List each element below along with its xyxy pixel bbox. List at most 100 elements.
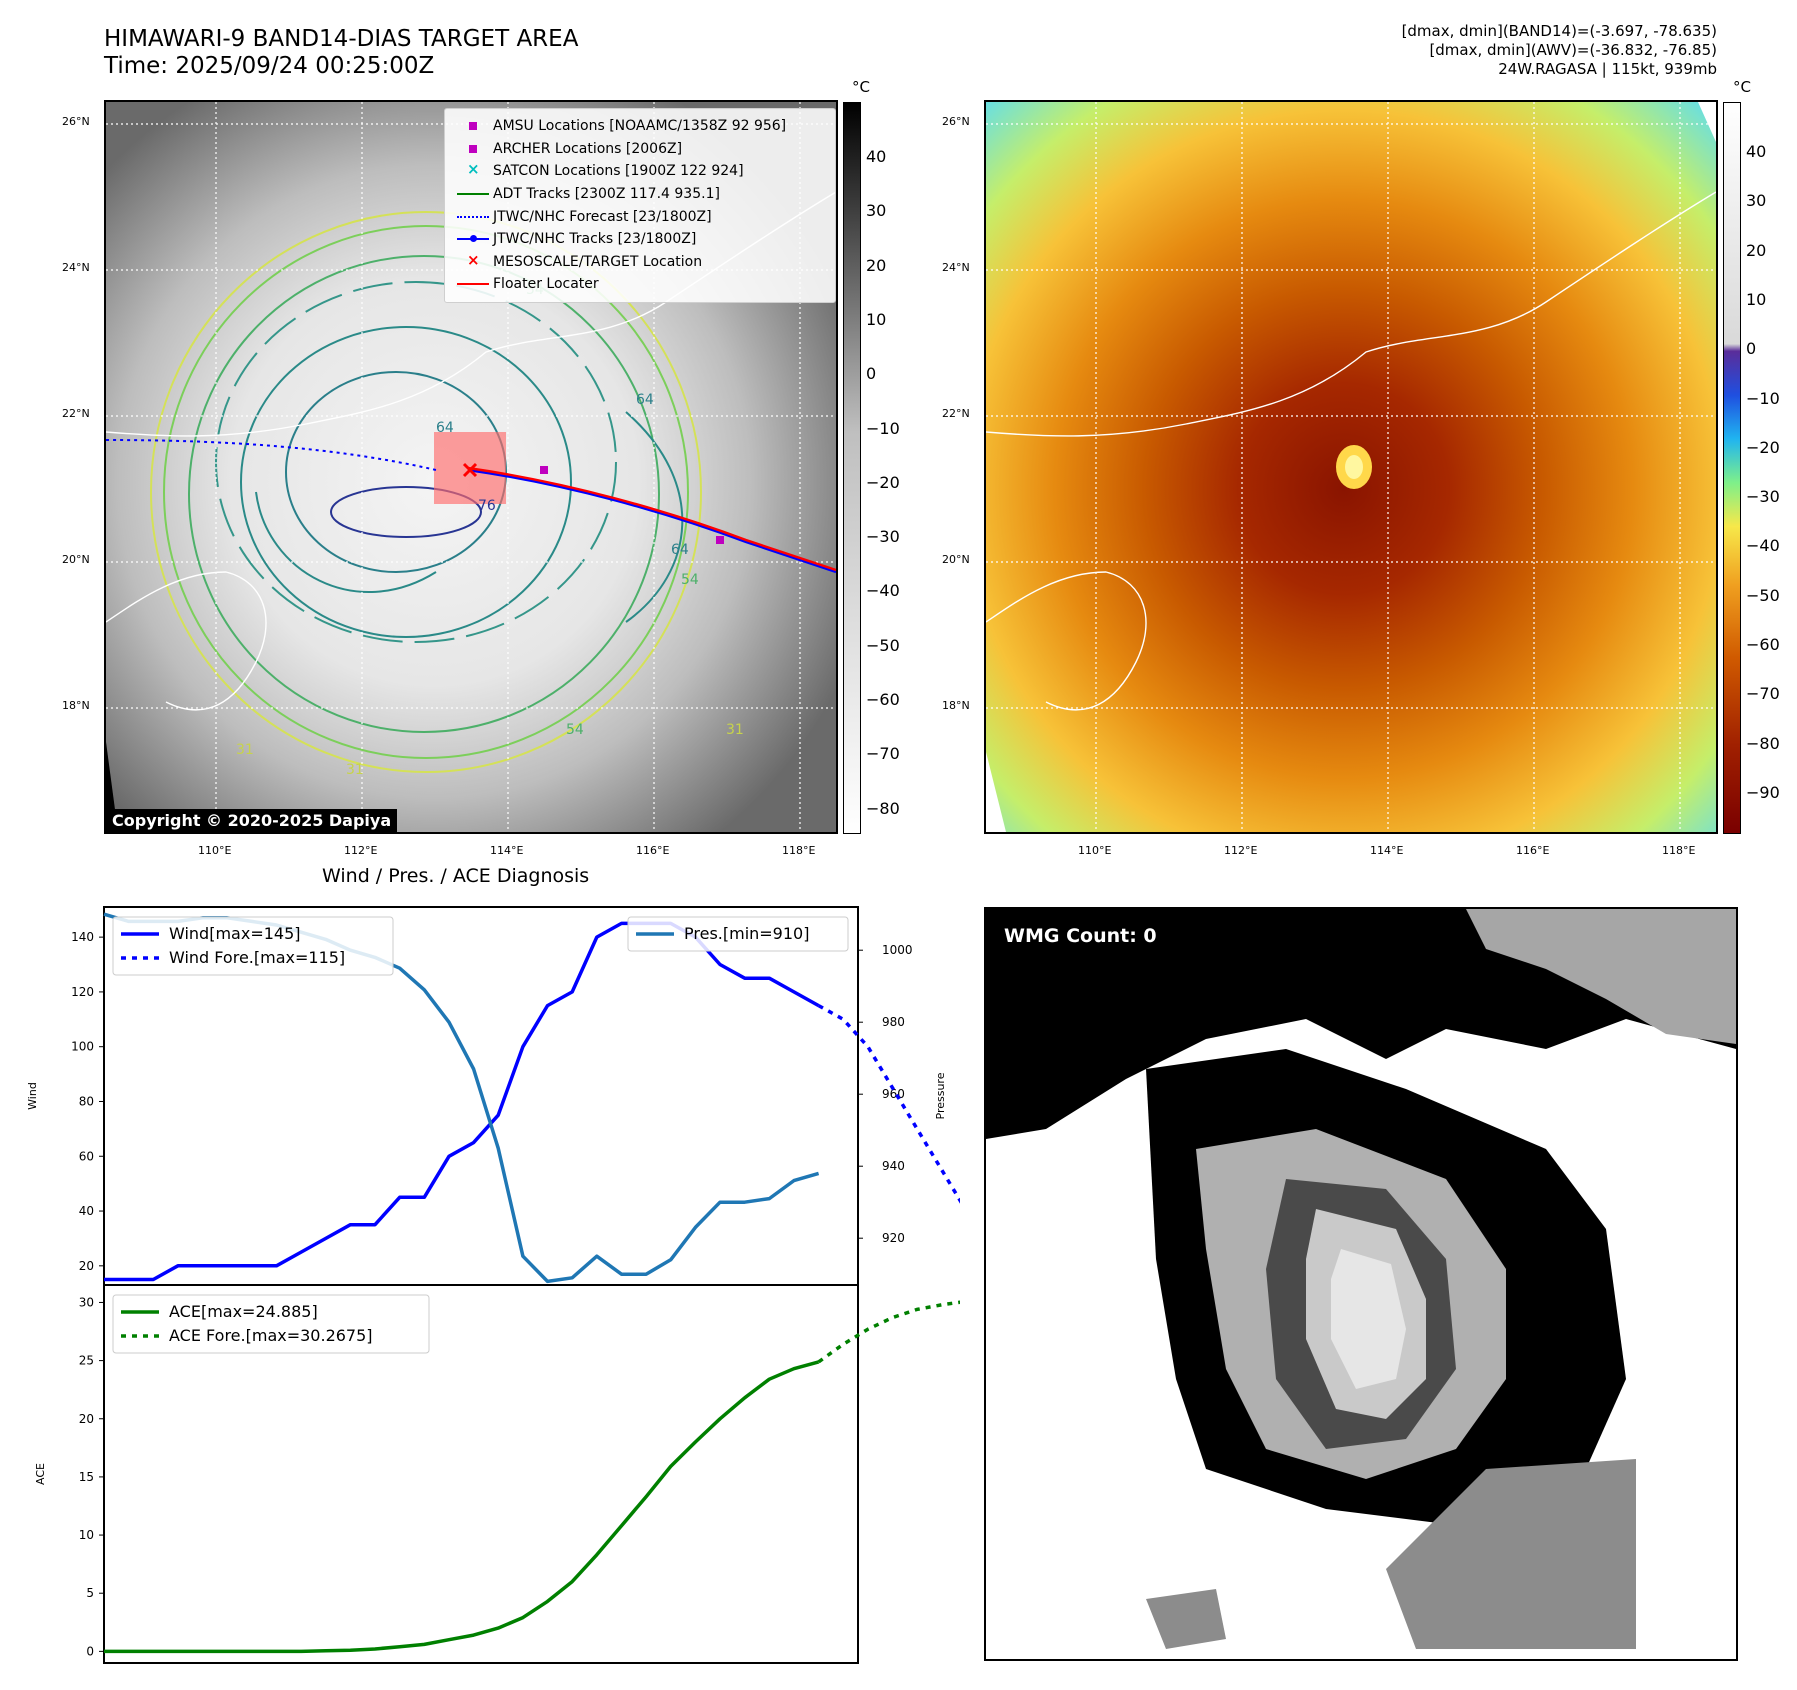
legend-entry: AMSU Locations [NOAAMC/1358Z 92 956] <box>453 115 827 138</box>
contour-label: 31 <box>346 762 364 778</box>
wind-fore-max-line <box>817 1004 960 1204</box>
ace-max-line <box>104 1360 820 1654</box>
lat-label: 24°N <box>942 261 970 274</box>
colorbar-tick: −80 <box>866 798 900 818</box>
ace-ytick-label: 25 <box>79 1354 94 1368</box>
info-line-1: [dmax, dmin](BAND14)=(-3.697, -78.635) <box>1401 22 1717 40</box>
floater-track <box>467 466 836 572</box>
jtwc-track <box>467 468 836 574</box>
colorbar-tick: 10 <box>1746 289 1767 309</box>
ace-ytick-label: 5 <box>86 1586 94 1600</box>
pressure-ytick-label: 980 <box>882 1015 905 1029</box>
legend-entry: × SATCON Locations [1900Z 122 924] <box>453 160 827 183</box>
lon-label: 118°E <box>1662 844 1696 857</box>
wind-ytick-label: 60 <box>79 1149 94 1163</box>
contour-label: 64 <box>436 420 454 436</box>
lat-label: 26°N <box>942 115 970 128</box>
lat-label: 22°N <box>62 407 90 420</box>
legend-label: ADT Tracks [2300Z 117.4 935.1] <box>493 186 720 203</box>
ace-ytick-label: 15 <box>79 1470 94 1484</box>
colorbar-tick: 20 <box>1746 240 1767 260</box>
colorbar-unit: °C <box>1733 78 1751 96</box>
ace-ytick-label: 0 <box>86 1644 94 1658</box>
legend-entry: Floater Locater <box>453 273 827 296</box>
chart-legend-box <box>112 916 394 976</box>
colorbar-tick: −10 <box>1746 388 1780 408</box>
contour-label: 76 <box>478 498 496 514</box>
legend-symbol <box>453 209 493 225</box>
lon-label: 110°E <box>198 844 232 857</box>
colorbar-tick: 30 <box>866 201 887 221</box>
contour-label: 54 <box>681 572 699 588</box>
contour-label: 54 <box>566 722 584 738</box>
legend-label: ARCHER Locations [2006Z] <box>493 140 683 157</box>
wmg-image <box>986 909 1736 1649</box>
legend-label: JTWC/NHC Tracks [23/1800Z] <box>493 231 697 248</box>
chart-legend-label: Pres.[min=910] <box>684 924 809 943</box>
lat-label: 20°N <box>62 553 90 566</box>
chart-legend-label: ACE Fore.[max=30.2675] <box>169 1326 373 1345</box>
colorbar-tick: −30 <box>866 527 900 547</box>
info-line-2: [dmax, dmin](AWV)=(-36.832, -76.85) <box>1429 41 1717 59</box>
pressure-axis-label: Pressure <box>934 1072 947 1119</box>
legend-symbol <box>453 118 493 134</box>
colorbar-tick: −80 <box>1746 733 1780 753</box>
wind-ytick-label: 20 <box>79 1259 94 1273</box>
lat-label: 20°N <box>942 553 970 566</box>
colorbar-tick: −40 <box>1746 536 1780 556</box>
colorbar-tick: 30 <box>1746 191 1767 211</box>
legend-entry: ADT Tracks [2300Z 117.4 935.1] <box>453 183 827 206</box>
contour-label: 64 <box>636 392 654 408</box>
wind-ytick-label: 140 <box>71 930 94 944</box>
contour-label: 31 <box>726 722 744 738</box>
colorbar-tick: 0 <box>1746 339 1757 359</box>
colorbar-unit: °C <box>852 78 870 96</box>
contour-label: 31 <box>236 742 254 758</box>
legend-symbol: × <box>467 250 480 269</box>
colorbar-tick: −90 <box>1746 782 1780 802</box>
wind-ytick-label: 120 <box>71 985 94 999</box>
awv-map <box>984 100 1718 834</box>
lat-label: 18°N <box>942 699 970 712</box>
chart-legend-box <box>627 916 849 952</box>
awv-map-image <box>986 102 1716 832</box>
map-legend: AMSU Locations [NOAAMC/1358Z 92 956] ARCH… <box>444 108 836 303</box>
wmg-count-label: WMG Count: 0 <box>1004 925 1157 947</box>
ace-ytick-label: 20 <box>79 1412 94 1426</box>
diagnosis-title: Wind / Pres. / ACE Diagnosis <box>322 865 590 887</box>
colorbar-tick: −20 <box>866 472 900 492</box>
legend-symbol <box>453 141 493 157</box>
colorbar-tick: −60 <box>866 690 900 709</box>
colorbar-tick: −40 <box>866 581 900 601</box>
lon-label: 110°E <box>1078 844 1112 857</box>
awv-colorbar <box>1723 102 1741 834</box>
legend-label: JTWC/NHC Forecast [23/1800Z] <box>493 208 712 225</box>
ace-axis-label: ACE <box>34 1463 47 1485</box>
colorbar-tick: 40 <box>1746 142 1767 161</box>
lat-label: 18°N <box>62 699 90 712</box>
legend-label: SATCON Locations [1900Z 122 924] <box>493 163 744 180</box>
legend-entry: JTWC/NHC Tracks [23/1800Z] <box>453 228 827 251</box>
chart-legend-label: ACE[max=24.885] <box>169 1302 318 1321</box>
pressure-ytick-label: 1000 <box>882 943 913 957</box>
colorbar-tick: −10 <box>866 418 900 438</box>
band14-colorbar <box>843 102 861 834</box>
pressure-ytick-label: 920 <box>882 1231 905 1245</box>
lon-label: 116°E <box>1516 844 1550 857</box>
legend-label: AMSU Locations [NOAAMC/1358Z 92 956] <box>493 118 787 135</box>
legend-symbol <box>453 231 493 247</box>
legend-entry: × MESOSCALE/TARGET Location <box>453 251 827 274</box>
wind-max-line <box>104 921 820 1282</box>
ace-fore-max-line <box>817 1300 960 1364</box>
lat-label: 26°N <box>62 115 90 128</box>
wind-axis-label: Wind <box>26 1082 39 1110</box>
colorbar-tick: −30 <box>1746 487 1780 507</box>
colorbar-tick: −70 <box>866 744 900 764</box>
copyright-label: Copyright © 2020-2025 Dapiya <box>106 809 398 832</box>
diagnosis-chart: 2040608010012014092094096098010000510152… <box>26 906 960 1664</box>
lat-label: 24°N <box>62 261 90 274</box>
legend-symbol <box>453 186 493 202</box>
legend-label: Floater Locater <box>493 276 599 293</box>
map-gridlines <box>986 102 1716 832</box>
colorbar-tick: 40 <box>866 147 887 166</box>
